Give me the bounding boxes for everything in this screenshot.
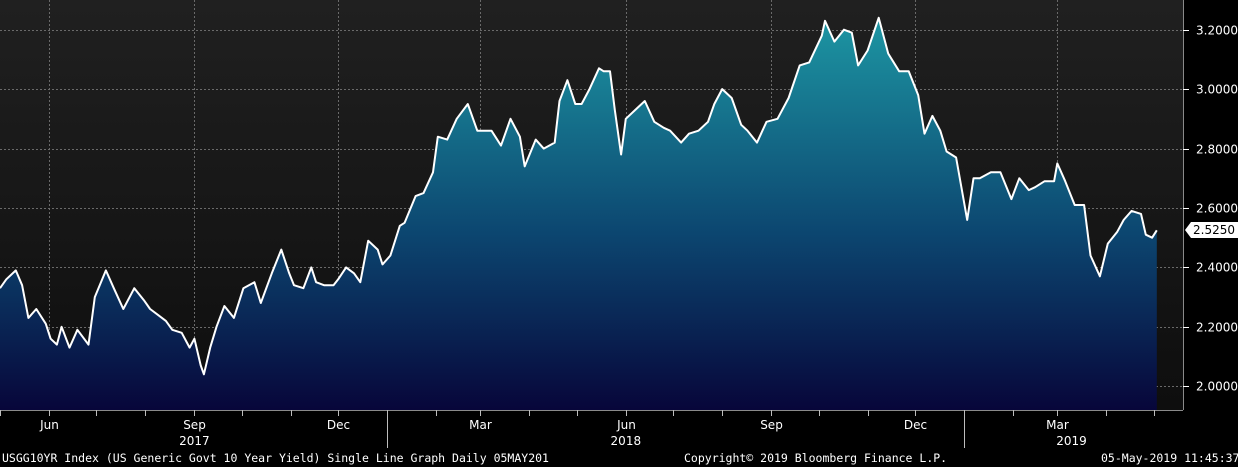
x-year-label: 2018	[611, 434, 642, 448]
yield-line	[0, 16, 1158, 376]
index-description: USGG10YR Index (US Generic Govt 10 Year …	[2, 451, 549, 465]
y-tick-label: 2.8000	[1196, 143, 1238, 157]
x-tick-label: Mar	[469, 418, 492, 432]
timestamp: 05-May-2019 11:45:37	[1101, 451, 1238, 465]
y-tick-label: 2.2000	[1196, 321, 1238, 335]
yield-area	[0, 17, 1157, 410]
y-axis: 2.0000 2.2000 2.4000 2.6000 2.8000 3.0000 3.20…	[1183, 24, 1238, 394]
y-tick-label: 3.0000	[1196, 83, 1238, 97]
y-tick-label: 2.0000	[1196, 380, 1238, 394]
x-tick-label: Mar	[1046, 418, 1069, 432]
x-tick-label: Jun	[616, 418, 636, 432]
x-tick-label: Sep	[183, 418, 206, 432]
x-tick-label: Dec	[327, 418, 350, 432]
x-tick-label: Jun	[39, 418, 59, 432]
last-value-marker: 2.5250	[1185, 222, 1238, 238]
x-tick-label: Dec	[904, 418, 927, 432]
x-axis: Jun Sep Dec Mar Jun Sep Dec Mar 2017 2018 2019	[0, 410, 1155, 448]
y-tick-label: 2.4000	[1196, 261, 1238, 275]
y-tick-label: 3.2000	[1196, 24, 1238, 38]
x-year-label: 2019	[1056, 434, 1087, 448]
x-tick-label: Sep	[760, 418, 783, 432]
y-tick-label: 2.6000	[1196, 202, 1238, 216]
copyright-text: Copyright© 2019 Bloomberg Finance L.P.	[684, 451, 947, 465]
last-value-label: 2.5250	[1193, 223, 1235, 237]
x-year-label: 2017	[179, 434, 210, 448]
last-value-box	[1185, 222, 1238, 238]
